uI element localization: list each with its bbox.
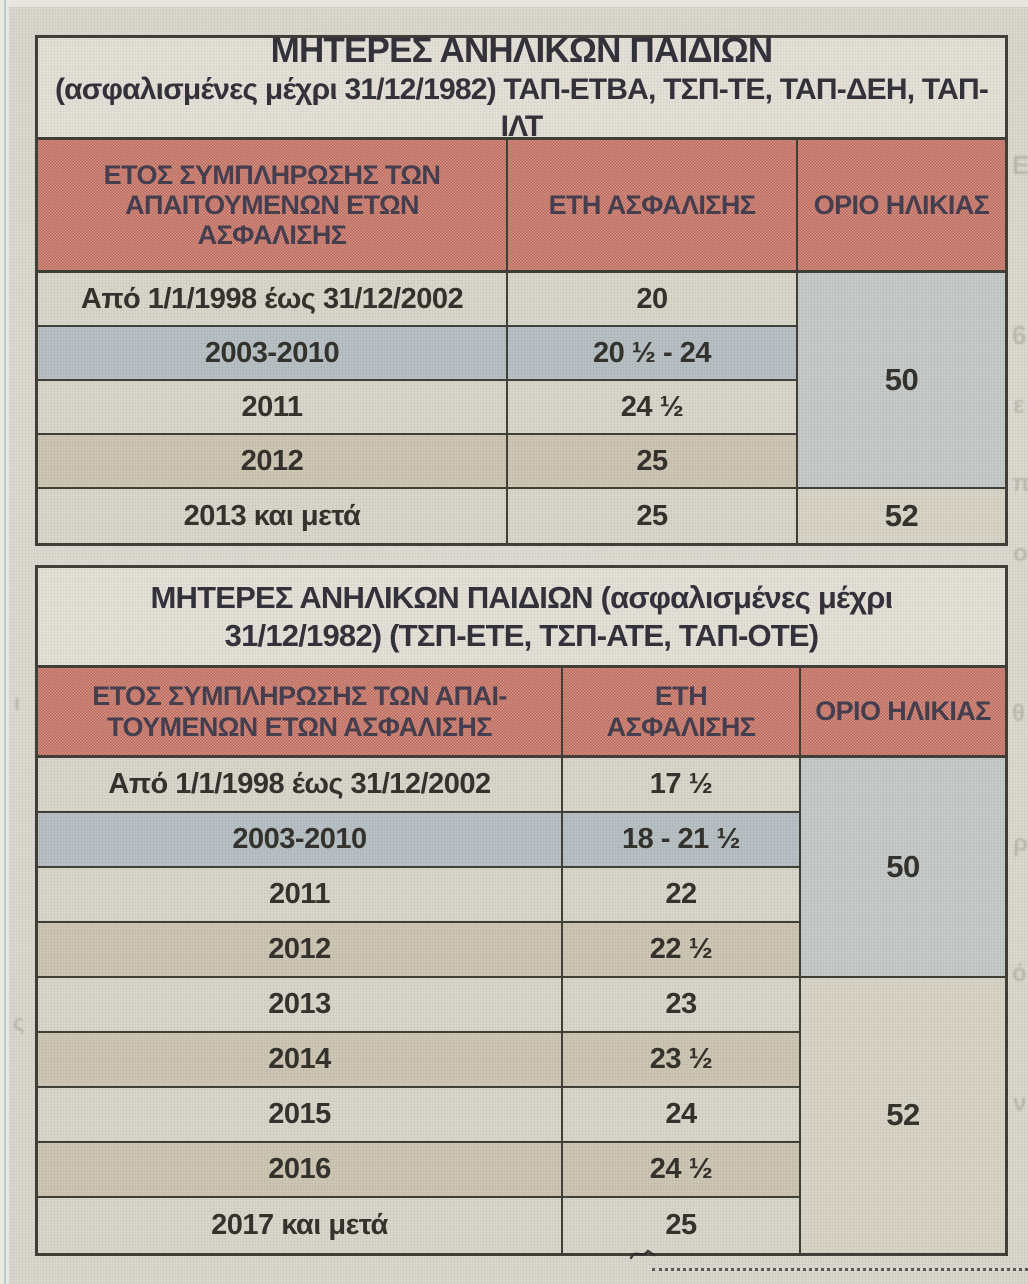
bleedthrough-text: π <box>1012 470 1028 497</box>
bleedthrough-text: ν <box>1013 1090 1027 1117</box>
header-line: ΤΟΥΜΕΝΩΝ ΕΤΩΝ ΑΣΦΑΛΙΣΗΣ <box>107 711 492 742</box>
period-cell: 2003-2010 <box>38 813 563 868</box>
period-cell: 2011 <box>38 381 508 435</box>
header-cell: ΕΤΟΣ ΣΥΜΠΛΗΡΩΣΗΣ ΤΩΝ ΑΠΑΙΤΟΥΜΕΝΩΝ ΕΤΩΝ ΑΣΦ… <box>38 140 508 273</box>
header-line: ΑΣΦΑΛΙΣΗΣ <box>606 711 756 742</box>
period-cell: 2003-2010 <box>38 327 508 381</box>
header-line: ΑΠΑΙΤΟΥΜΕΝΩΝ ΕΤΩΝ <box>125 189 419 220</box>
scan-fold-line <box>4 0 6 1284</box>
period-cell: 2014 <box>38 1033 563 1088</box>
header-line: ΕΤΗ <box>654 681 708 712</box>
header-line: ΕΤΗ ΑΣΦΑΛΙΣΗΣ <box>548 189 756 220</box>
bleedthrough-text: ι <box>14 690 21 715</box>
period-cell: 2013 και μετά <box>38 489 508 543</box>
table-mothers-tap-etva: ΜΗΤΕΡΕΣ ΑΝΗΛΙΚΩΝ ΠΑΙΔΙΩΝ (ασφαλισμένες μ… <box>35 31 1008 546</box>
age-limit-cell: 52 <box>801 978 1005 1253</box>
years-cell: 24 <box>563 1088 801 1143</box>
torn-edge-dotted-line <box>652 1268 1028 1271</box>
years-cell: 24 ½ <box>563 1143 801 1198</box>
years-cell: 22 ½ <box>563 923 801 978</box>
age-limit-cell: 50 <box>798 273 1005 489</box>
period-cell: Από 1/1/1998 έως 31/12/2002 <box>38 758 563 813</box>
table-2-title-line1: ΜΗΤΕΡΕΣ ΑΝΗΛΙΚΩΝ ΠΑΙΔΙΩΝ (ασφαλισμένες μ… <box>150 579 894 615</box>
period-cell: 2016 <box>38 1143 563 1198</box>
pen-mark <box>629 1249 656 1260</box>
table-1-title-line2: (ασφαλισμένες μέχρι 31/12/1982) ΤΑΠ-ΕΤΒΑ… <box>54 73 989 143</box>
years-cell: 25 <box>508 489 798 543</box>
years-cell: 20 <box>508 273 798 327</box>
bleedthrough-text: 6 <box>1012 320 1027 350</box>
years-cell: 24 ½ <box>508 381 798 435</box>
header-cell: ΕΤΟΣ ΣΥΜΠΛΗΡΩΣΗΣ ΤΩΝ ΑΠΑΙ- ΤΟΥΜΕΝΩΝ ΕΤΩΝ … <box>38 668 563 758</box>
header-cell: ΟΡΙΟ ΗΛΙΚΙΑΣ <box>801 668 1005 758</box>
header-line: ΕΤΟΣ ΣΥΜΠΛΗΡΩΣΗΣ ΤΩΝ <box>103 159 441 190</box>
years-cell: 23 ½ <box>563 1033 801 1088</box>
table-2-grid: ΕΤΟΣ ΣΥΜΠΛΗΡΩΣΗΣ ΤΩΝ ΑΠΑΙ- ΤΟΥΜΕΝΩΝ ΕΤΩΝ … <box>38 665 1005 1253</box>
header-line: ΑΣΦΑΛΙΣΗΣ <box>197 220 347 251</box>
header-cell: ΟΡΙΟ ΗΛΙΚΙΑΣ <box>798 140 1005 273</box>
years-cell: 17 ½ <box>563 758 801 813</box>
table-1-title: ΜΗΤΕΡΕΣ ΑΝΗΛΙΚΩΝ ΠΑΙΔΙΩΝ (ασφαλισμένες μ… <box>38 31 1005 143</box>
period-cell: Από 1/1/1998 έως 31/12/2002 <box>38 273 508 327</box>
bleedthrough-text: θ <box>1012 700 1025 727</box>
header-line: ΟΡΙΟ ΗΛΙΚΙΑΣ <box>813 189 990 220</box>
header-line: ΟΡΙΟ ΗΛΙΚΙΑΣ <box>815 696 991 727</box>
bleedthrough-text: ό <box>1012 960 1027 987</box>
header-cell: ΕΤΗ ΑΣΦΑΛΙΣΗΣ <box>508 140 798 273</box>
header-cell: ΕΤΗ ΑΣΦΑΛΙΣΗΣ <box>563 668 801 758</box>
table-2-title-line2: 31/12/1982) (ΤΣΠ-ΕΤΕ, ΤΣΠ-ΑΤΕ, ΤΑΠ-ΟΤΕ) <box>224 617 819 653</box>
period-cell: 2017 και μετά <box>38 1198 563 1253</box>
age-limit-cell: 52 <box>798 489 1005 543</box>
bleedthrough-text: ε <box>1013 392 1025 419</box>
period-cell: 2012 <box>38 435 508 489</box>
years-cell: 23 <box>563 978 801 1033</box>
period-cell: 2013 <box>38 978 563 1033</box>
years-cell: 22 <box>563 868 801 923</box>
period-cell: 2012 <box>38 923 563 978</box>
table-2-title: ΜΗΤΕΡΕΣ ΑΝΗΛΙΚΩΝ ΠΑΙΔΙΩΝ (ασφαλισμένες μ… <box>38 568 1005 665</box>
table-1-grid: ΕΤΟΣ ΣΥΜΠΛΗΡΩΣΗΣ ΤΩΝ ΑΠΑΙΤΟΥΜΕΝΩΝ ΕΤΩΝ ΑΣΦ… <box>38 137 1005 543</box>
years-cell: 18 - 21 ½ <box>563 813 801 868</box>
years-cell: 25 <box>563 1198 801 1253</box>
header-line: ΕΤΟΣ ΣΥΜΠΛΗΡΩΣΗΣ ΤΩΝ ΑΠΑΙ- <box>92 681 507 712</box>
bleedthrough-text: ο <box>1013 540 1028 567</box>
bleedthrough-text: ρ <box>1013 830 1028 857</box>
bleedthrough-text: Ε <box>1012 150 1028 180</box>
table-mothers-tsp-ete: ΜΗΤΕΡΕΣ ΑΝΗΛΙΚΩΝ ΠΑΙΔΙΩΝ (ασφαλισμένες μ… <box>35 565 1008 1256</box>
period-cell: 2011 <box>38 868 563 923</box>
table-1-title-line1: ΜΗΤΕΡΕΣ ΑΝΗΛΙΚΩΝ ΠΑΙΔΙΩΝ <box>270 30 774 70</box>
years-cell: 25 <box>508 435 798 489</box>
age-limit-cell: 50 <box>801 758 1005 978</box>
bleedthrough-text: ς <box>13 1010 25 1035</box>
years-cell: 20 ½ - 24 <box>508 327 798 381</box>
scan-top-edge <box>0 0 1028 7</box>
period-cell: 2015 <box>38 1088 563 1143</box>
